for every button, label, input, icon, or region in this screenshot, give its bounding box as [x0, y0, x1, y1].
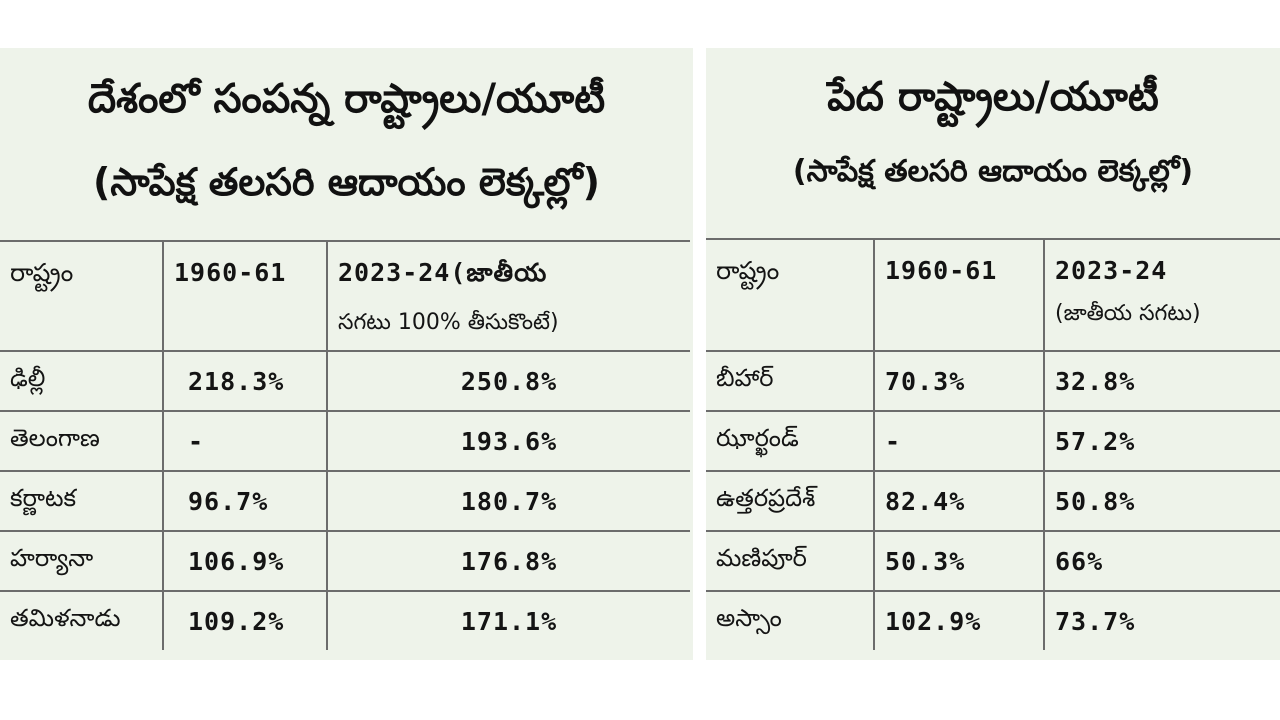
value-1960-61: 102.9%	[873, 591, 1044, 650]
header-2023-24-line2: సగటు 100% తీసుకొంటే)	[338, 310, 559, 335]
panel-subtitle: (సాపేక్ష తలసరి ఆదాయం లెక్కల్లో)	[93, 160, 600, 204]
value-2023-24: 180.7%	[326, 471, 690, 532]
table-row: తమిళనాడు 109.2% 171.1%	[0, 591, 690, 650]
state-name: మణిపూర్	[706, 531, 874, 592]
value-1960-61: 70.3%	[873, 351, 1044, 412]
header-1960-61: 1960-61	[873, 238, 1044, 352]
table-row: బీహార్ 70.3% 32.8%	[706, 351, 1280, 412]
panel-subtitle: (సాపేక్ష తలసరి ఆదాయం లెక్కల్లో)	[792, 154, 1194, 189]
state-name: కర్ణాటక	[0, 471, 163, 532]
state-name: బీహార్	[706, 351, 874, 412]
state-name: ఝార్ఖండ్	[706, 411, 874, 472]
header-2023-24-line1: 2023-24(జాతీయ	[338, 258, 548, 287]
value-2023-24: 176.8%	[326, 531, 690, 592]
value-2023-24: 73.7%	[1043, 591, 1280, 650]
state-name: ఢిల్లీ	[0, 351, 163, 412]
table-row: ఢిల్లీ 218.3% 250.8%	[0, 351, 690, 412]
rich-states-table: రాష్ట్రం 1960-61 2023-24(జాతీయ సగటు 100%…	[0, 240, 690, 650]
value-2023-24: 32.8%	[1043, 351, 1280, 412]
value-1960-61: 109.2%	[162, 591, 327, 650]
table-row: తెలంగాణ - 193.6%	[0, 411, 690, 472]
header-2023-24: 2023-24 (జాతీయ సగటు)	[1043, 238, 1280, 352]
value-2023-24: 171.1%	[326, 591, 690, 650]
state-name: హర్యానా	[0, 531, 163, 592]
state-name: తమిళనాడు	[10, 604, 121, 632]
table-header-row: రాష్ట్రం 1960-61 2023-24 (జాతీయ సగటు)	[706, 238, 1280, 352]
value-1960-61: 50.3%	[873, 531, 1044, 592]
value-2023-24: 66%	[1043, 531, 1280, 592]
table-row: హర్యానా 106.9% 176.8%	[0, 531, 690, 592]
table-row: ఉత్తరప్రదేశ్ 82.4% 50.8%	[706, 471, 1280, 532]
poor-states-table: రాష్ట్రం 1960-61 2023-24 (జాతీయ సగటు) బీ…	[706, 238, 1280, 650]
header-2023-24: 2023-24(జాతీయ సగటు 100% తీసుకొంటే)	[326, 240, 690, 352]
value-1960-61: -	[162, 411, 327, 472]
panel-title: దేశంలో సంపన్న రాష్ట్రాలు/యూటీ	[87, 76, 606, 122]
value-1960-61: -	[873, 411, 1044, 472]
header-state: రాష్ట్రం	[0, 240, 163, 352]
table-header-row: రాష్ట్రం 1960-61 2023-24(జాతీయ సగటు 100%…	[0, 240, 690, 352]
value-2023-24: 50.8%	[1043, 471, 1280, 532]
rich-states-panel: దేశంలో సంపన్న రాష్ట్రాలు/యూటీ (సాపేక్ష త…	[0, 48, 693, 660]
header-state: రాష్ట్రం	[706, 238, 874, 352]
table-row: కర్ణాటక 96.7% 180.7%	[0, 471, 690, 532]
state-name: అస్సాం	[716, 604, 782, 632]
value-2023-24: 250.8%	[326, 351, 690, 412]
table-row: అస్సాం 102.9% 73.7%	[706, 591, 1280, 650]
table-row: మణిపూర్ 50.3% 66%	[706, 531, 1280, 592]
header-2023-24-line2: (జాతీయ సగటు)	[1055, 301, 1201, 326]
panel-title: పేద రాష్ట్రాలు/యూటీ	[827, 74, 1159, 120]
table-row: ఝార్ఖండ్ - 57.2%	[706, 411, 1280, 472]
header-1960-61: 1960-61	[162, 240, 327, 352]
value-1960-61: 96.7%	[162, 471, 327, 532]
value-1960-61: 82.4%	[873, 471, 1044, 532]
value-1960-61: 218.3%	[162, 351, 327, 412]
value-1960-61: 106.9%	[162, 531, 327, 592]
value-2023-24: 57.2%	[1043, 411, 1280, 472]
header-2023-24-line1: 2023-24	[1055, 256, 1168, 285]
poor-states-panel: పేద రాష్ట్రాలు/యూటీ (సాపేక్ష తలసరి ఆదాయం…	[706, 48, 1280, 660]
state-name: ఉత్తరప్రదేశ్	[706, 471, 874, 532]
value-2023-24: 193.6%	[326, 411, 690, 472]
state-name: తెలంగాణ	[0, 411, 163, 472]
